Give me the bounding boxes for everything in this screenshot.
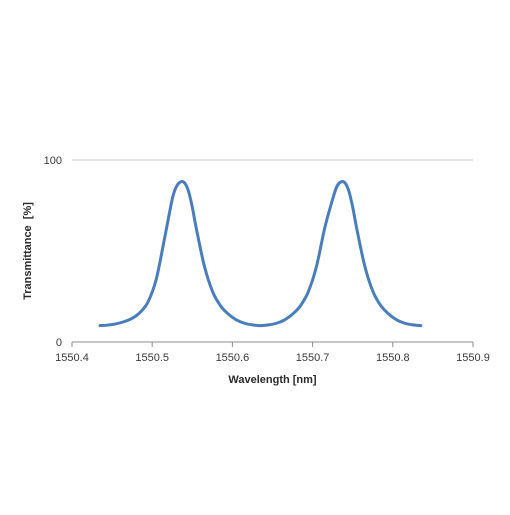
x-tick-label-4: 1550.8 (376, 352, 410, 364)
x-tick-label-3: 1550.7 (296, 352, 330, 364)
y-axis-title: Transmittance [%] (22, 202, 34, 300)
x-axis-title: Wavelength [nm] (228, 374, 317, 386)
y-tick-label-1: 100 (44, 155, 62, 167)
x-tick-label-5: 1550.9 (456, 352, 490, 364)
x-tick-label-1: 1550.5 (135, 352, 169, 364)
axis-layer (71, 341, 474, 347)
x-tick-label-0: 1550.4 (55, 352, 89, 364)
x-tick-label-2: 1550.6 (216, 352, 250, 364)
series-line-0 (98, 179, 423, 328)
series-layer (98, 179, 423, 328)
y-tick-label-0: 0 (56, 337, 62, 349)
label-layer: 1550.4 1550.5 1550.6 1550.7 1550.8 1550.9 0 100… (22, 155, 490, 386)
